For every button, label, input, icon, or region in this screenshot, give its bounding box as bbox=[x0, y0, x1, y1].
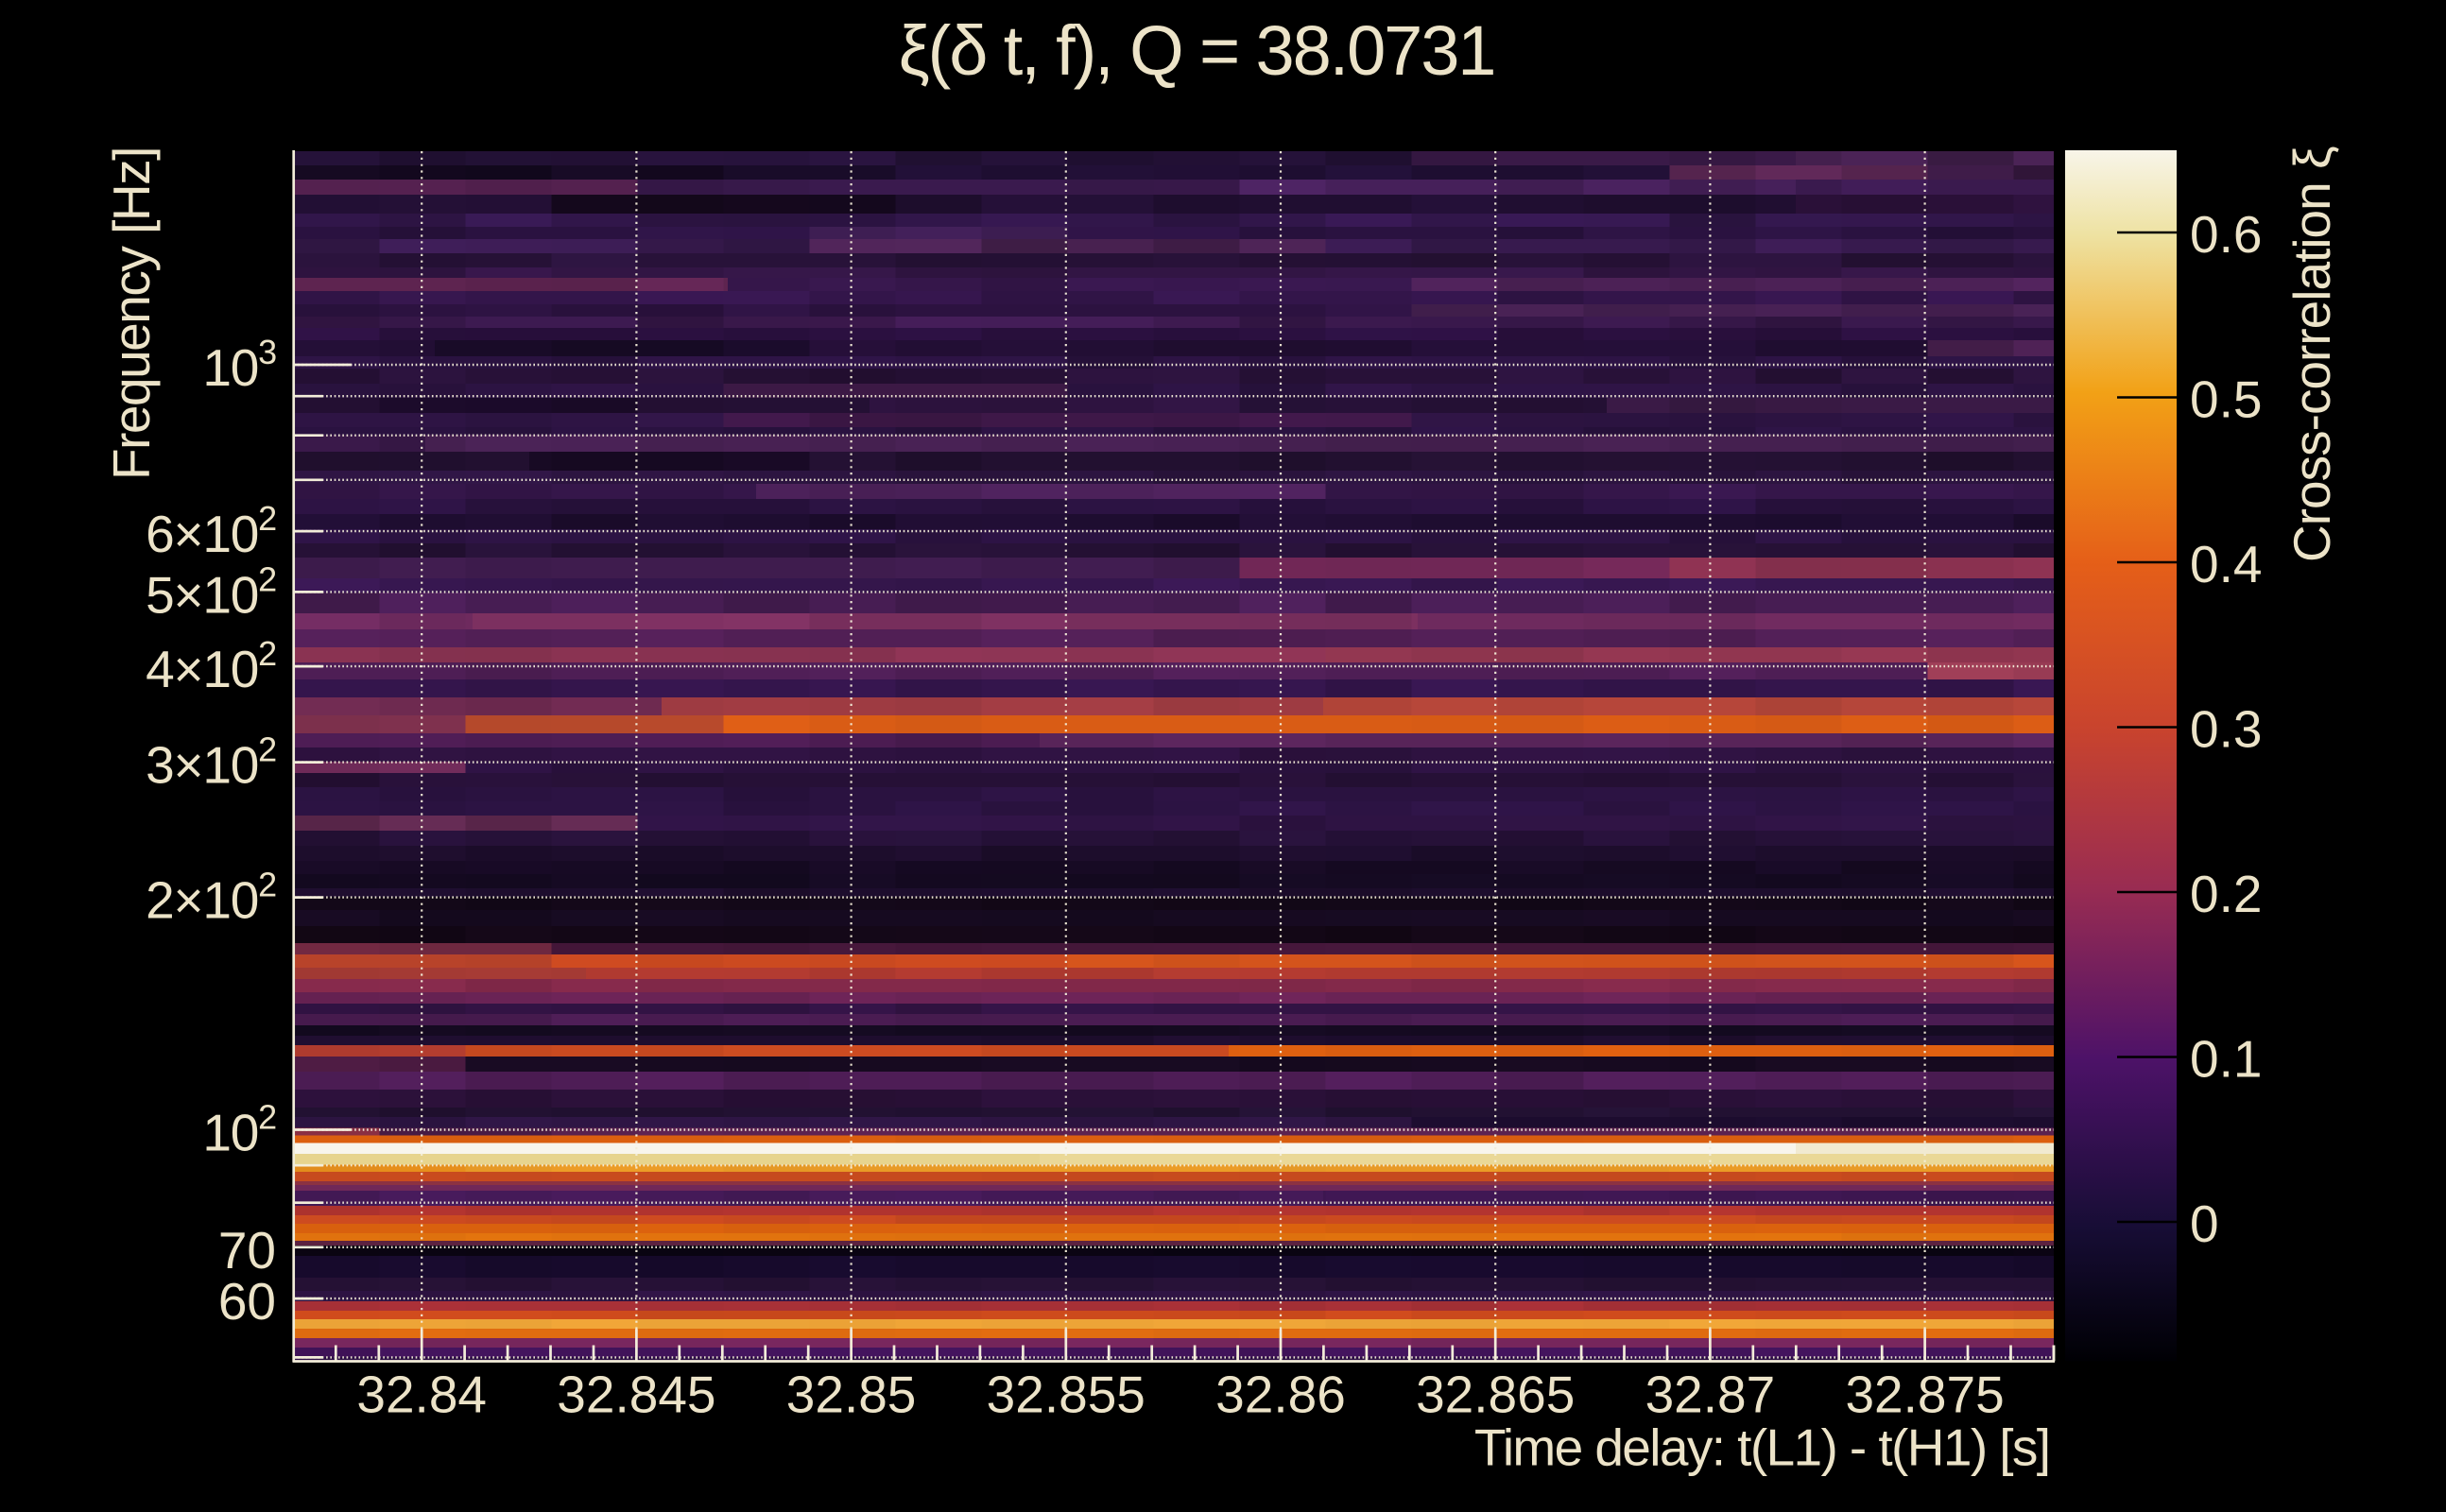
svg-text:103: 103 bbox=[202, 333, 276, 397]
svg-text:0.5: 0.5 bbox=[2190, 370, 2262, 429]
svg-text:2×102: 2×102 bbox=[146, 866, 276, 930]
svg-text:Time delay: t(L1) - t(H1) [s]: Time delay: t(L1) - t(H1) [s] bbox=[1474, 1418, 2050, 1477]
svg-text:32.845: 32.845 bbox=[557, 1366, 715, 1424]
svg-text:ξ(δ t, f), Q = 38.0731: ξ(δ t, f), Q = 38.0731 bbox=[899, 11, 1495, 90]
svg-text:70: 70 bbox=[218, 1221, 276, 1280]
svg-text:Frequency [Hz]: Frequency [Hz] bbox=[102, 147, 161, 480]
svg-text:32.875: 32.875 bbox=[1845, 1366, 2004, 1424]
svg-text:0.2: 0.2 bbox=[2190, 865, 2262, 923]
svg-text:0.6: 0.6 bbox=[2190, 205, 2262, 264]
svg-text:0: 0 bbox=[2190, 1194, 2219, 1253]
svg-text:32.865: 32.865 bbox=[1416, 1366, 1575, 1424]
svg-text:32.84: 32.84 bbox=[356, 1366, 487, 1424]
svg-text:0.3: 0.3 bbox=[2190, 700, 2262, 759]
svg-text:32.87: 32.87 bbox=[1645, 1366, 1776, 1424]
svg-text:6×102: 6×102 bbox=[146, 499, 276, 563]
svg-text:4×102: 4×102 bbox=[146, 634, 276, 698]
svg-text:Cross-correlation ξ: Cross-correlation ξ bbox=[2282, 146, 2341, 562]
svg-text:5×102: 5×102 bbox=[146, 559, 276, 624]
svg-text:32.85: 32.85 bbox=[786, 1366, 917, 1424]
svg-text:0.1: 0.1 bbox=[2190, 1030, 2262, 1089]
svg-text:32.86: 32.86 bbox=[1215, 1366, 1346, 1424]
svg-text:32.855: 32.855 bbox=[987, 1366, 1145, 1424]
svg-text:102: 102 bbox=[202, 1098, 276, 1162]
svg-text:0.4: 0.4 bbox=[2190, 535, 2262, 593]
svg-text:3×102: 3×102 bbox=[146, 730, 276, 795]
svg-text:60: 60 bbox=[218, 1272, 276, 1331]
